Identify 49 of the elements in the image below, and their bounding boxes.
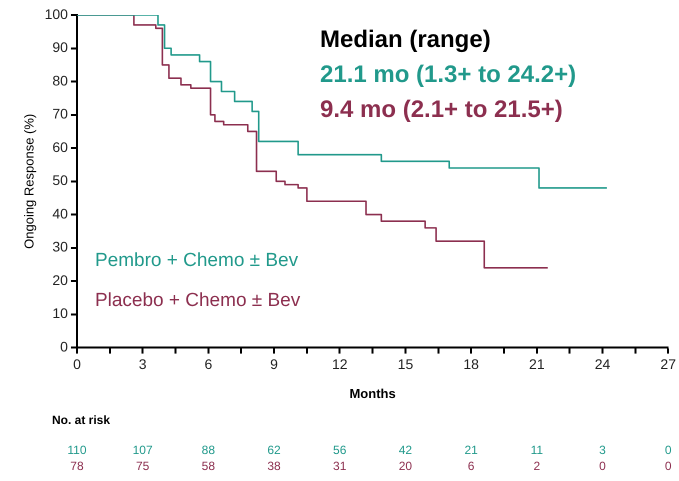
text: 88 <box>202 443 216 457</box>
y-axis-title: Ongoing Response (%) <box>21 114 36 249</box>
x-tick-label: 12 <box>332 356 348 372</box>
text: No. at risk <box>52 413 110 427</box>
text: 0 <box>664 443 672 457</box>
x-tick-label: 18 <box>463 356 480 372</box>
x-tick-label: 24 <box>594 356 611 372</box>
text: 56 <box>333 443 346 457</box>
x-axis-title: Months <box>349 386 396 401</box>
y-tick-label: 90 <box>52 39 68 56</box>
text: 2 <box>533 459 540 473</box>
x-tick-label: 3 <box>138 356 147 372</box>
text: 0 <box>599 459 606 473</box>
text: 21 <box>464 443 478 457</box>
x-tick-label: 21 <box>529 356 545 372</box>
text: 78 <box>70 459 84 473</box>
x-tick-label: 6 <box>204 356 212 372</box>
y-tick-label: 70 <box>52 106 68 122</box>
annotation: 9.4 mo (2.1+ to 21.5+) <box>320 96 563 124</box>
text: 31 <box>333 459 346 473</box>
text: 58 <box>202 459 216 473</box>
x-tick-label: 0 <box>73 356 82 372</box>
text: 20 <box>398 459 412 473</box>
y-tick-label: 20 <box>52 272 68 288</box>
y-tick-label: 80 <box>52 72 68 88</box>
text: 107 <box>132 443 153 457</box>
text: 38 <box>267 459 281 473</box>
x-tick-label: 9 <box>270 356 278 372</box>
y-tick-label: 30 <box>52 238 68 255</box>
y-tick-label: 50 <box>52 172 68 188</box>
annotation: Median (range) <box>320 26 491 54</box>
text: 42 <box>398 443 412 457</box>
y-tick-label: 0 <box>60 338 68 354</box>
x-tick-label: 15 <box>398 356 414 372</box>
text: 62 <box>267 443 281 457</box>
y-tick-label: 40 <box>52 205 68 222</box>
text: 75 <box>136 459 150 473</box>
text: 11 <box>530 443 544 457</box>
text: 6 <box>468 459 474 473</box>
y-tick-label: 10 <box>52 305 68 322</box>
annotation: 21.1 mo (1.3+ to 24.2+) <box>320 61 576 89</box>
y-tick-label: 100 <box>44 6 68 22</box>
y-tick-label: 60 <box>52 138 68 155</box>
text: Pembro + Chemo ± Bev <box>94 250 298 272</box>
text: 110 <box>67 443 87 457</box>
x-tick-label: 27 <box>660 356 676 372</box>
text: 0 <box>664 459 672 473</box>
text: 3 <box>599 443 606 457</box>
text: Placebo + Chemo ± Bev <box>94 290 300 312</box>
